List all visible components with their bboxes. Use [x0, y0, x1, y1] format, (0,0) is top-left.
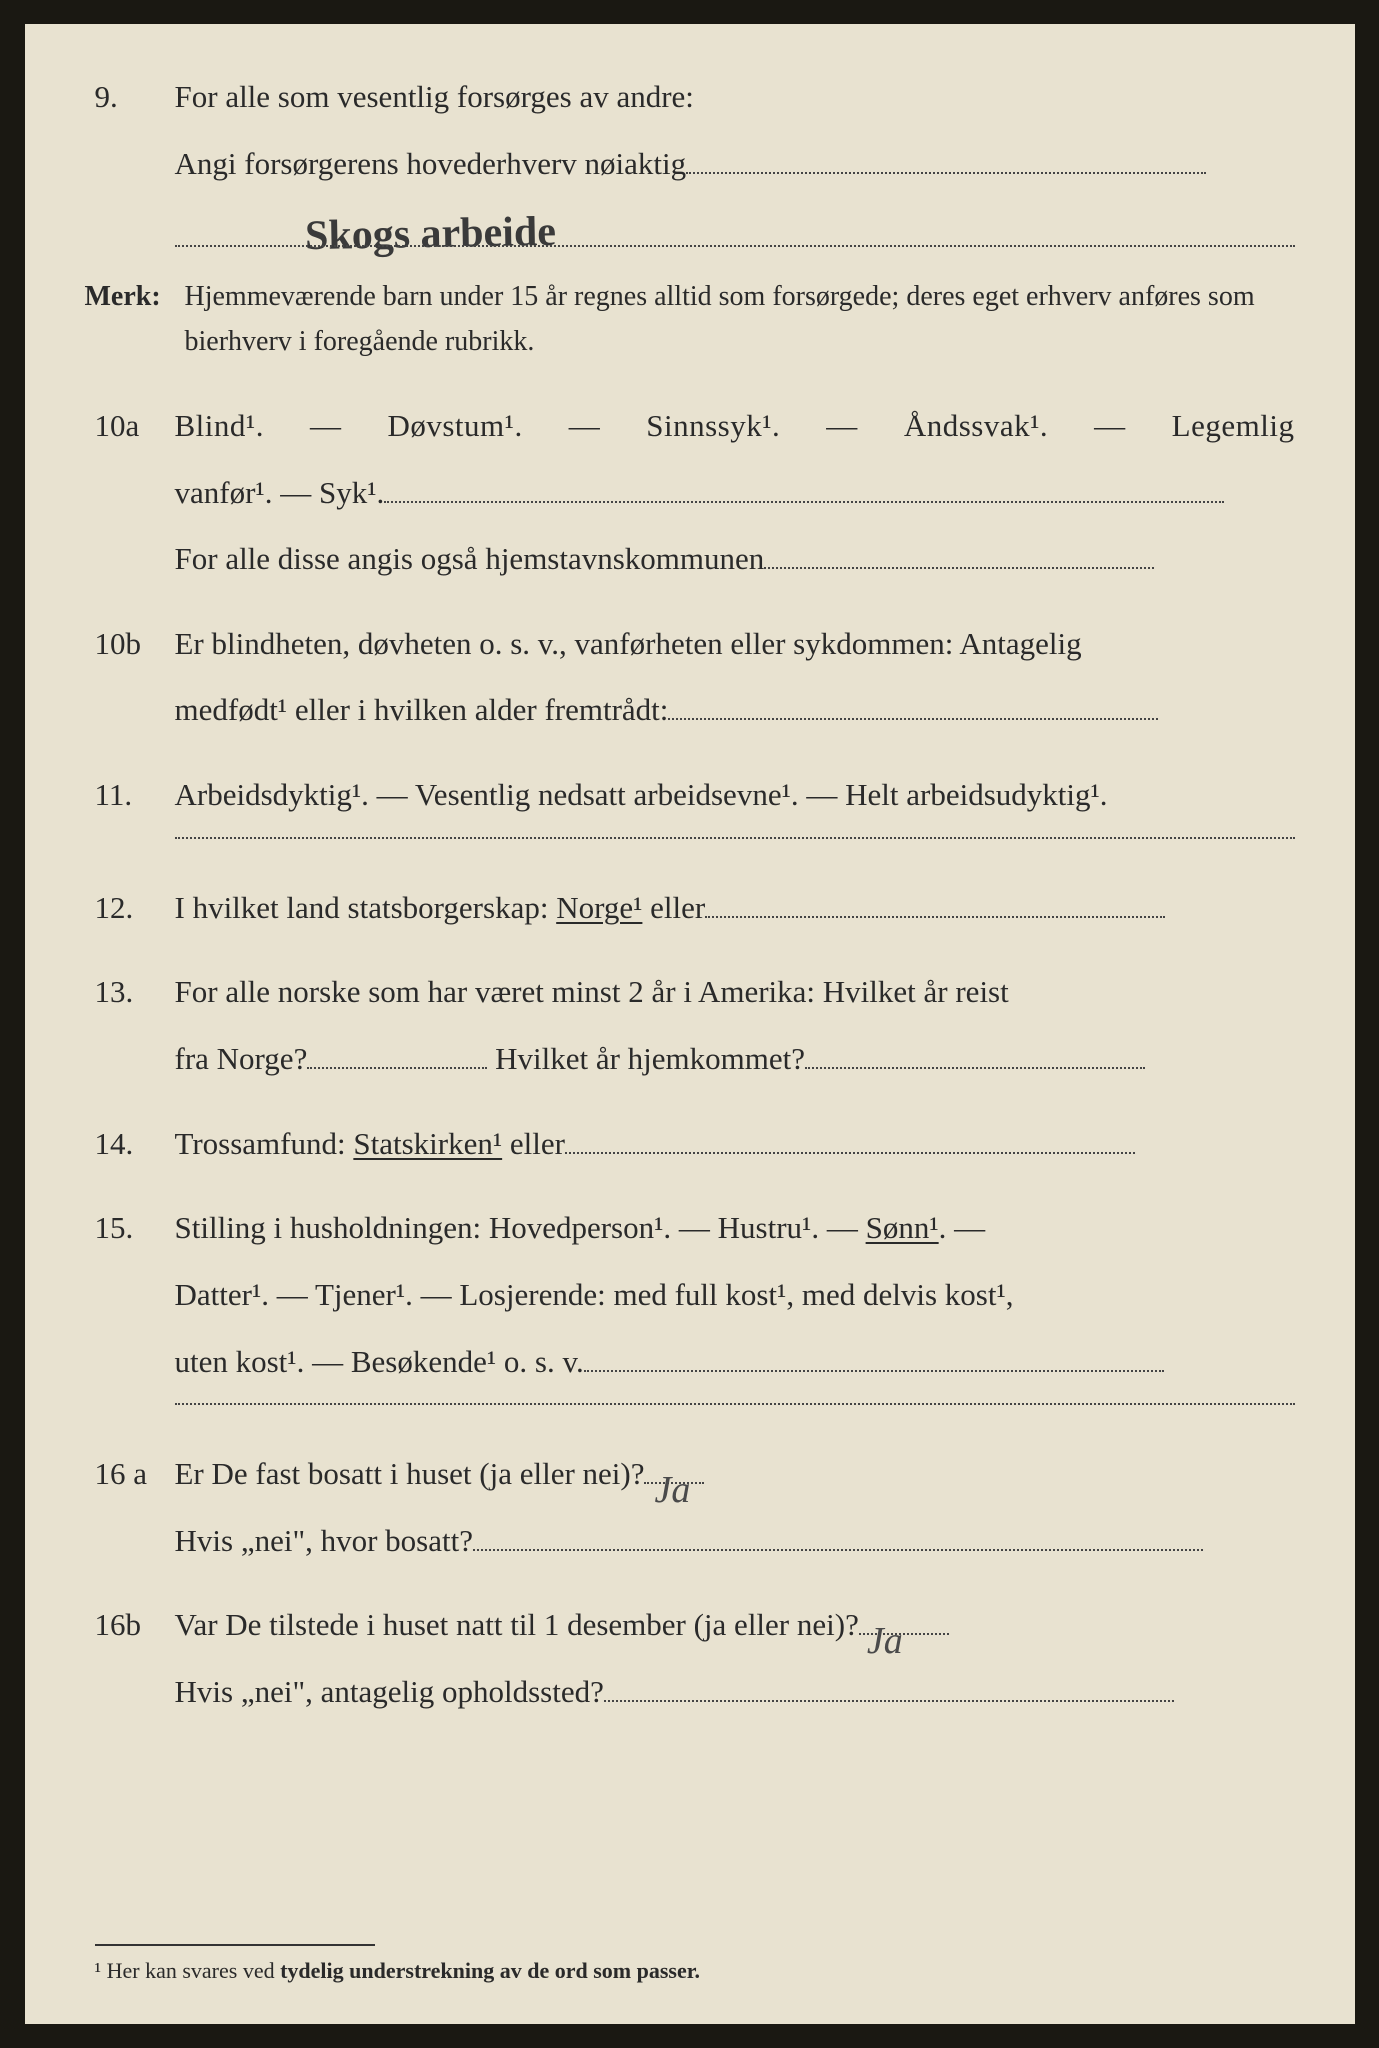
q9-line2: Angi forsørgerens hovederhverv nøiaktig	[175, 131, 1295, 198]
question-15: 15. Stilling i husholdningen: Hovedperso…	[85, 1195, 1295, 1423]
q9-line1: For alle som vesentlig forsørges av andr…	[175, 64, 1295, 131]
note-row: Merk: Hjemmeværende barn under 15 år reg…	[85, 275, 1295, 365]
q10b-number: 10b	[85, 611, 175, 744]
q10a-line3: For alle disse angis også hjemstavnskomm…	[175, 526, 1295, 593]
q16a-line1: Er De fast bosatt i huset (ja eller nei)…	[175, 1441, 1295, 1508]
q16b-line1: Var De tilstede i huset natt til 1 desem…	[175, 1592, 1295, 1659]
q11-number: 11.	[85, 762, 175, 857]
blank-line	[175, 1403, 1295, 1405]
q14-underlined: Statskirken¹	[353, 1126, 502, 1161]
q15-number: 15.	[85, 1195, 175, 1423]
blank-fill	[384, 501, 1224, 503]
q16b-line2: Hvis „nei", antagelig opholdssted?	[175, 1659, 1295, 1726]
blank-fill	[584, 1370, 1164, 1372]
blank-fill	[473, 1549, 1203, 1551]
q15-underlined: Sønn¹	[866, 1210, 939, 1245]
handwritten-ja: Ja	[867, 1601, 903, 1683]
q9-number: 9.	[85, 64, 175, 257]
question-16b: 16b Var De tilstede i huset natt til 1 d…	[85, 1592, 1295, 1725]
q16a-number: 16 a	[85, 1441, 175, 1574]
blank-fill	[565, 1152, 1135, 1154]
question-13: 13. For alle norske som har været minst …	[85, 959, 1295, 1092]
q10a-number: 10a	[85, 393, 175, 593]
blank-fill	[805, 1067, 1145, 1069]
form-page: 9. For alle som vesentlig forsørges av a…	[25, 24, 1355, 2024]
blank-fill: Ja	[644, 1482, 704, 1484]
blank-fill: Ja	[859, 1633, 949, 1635]
q10a-line1: Blind¹. — Døvstum¹. — Sinnssyk¹. — Åndss…	[175, 393, 1295, 460]
q10a-line2: vanfør¹. — Syk¹.	[175, 460, 1295, 527]
blank-fill	[668, 718, 1158, 720]
q15-line1: Stilling i husholdningen: Hovedperson¹. …	[175, 1195, 1295, 1262]
note-text: Hjemmeværende barn under 15 år regnes al…	[185, 275, 1295, 365]
blank-fill	[764, 567, 1154, 569]
question-12: 12. I hvilket land statsborgerskap: Norg…	[85, 875, 1295, 942]
q11-text: Arbeidsdyktig¹. — Vesentlig nedsatt arbe…	[175, 762, 1295, 829]
footnote-rule	[95, 1944, 375, 1946]
q12-number: 12.	[85, 875, 175, 942]
q13-line2: fra Norge? Hvilket år hjemkommet?	[175, 1026, 1295, 1093]
footnote-text: ¹ Her kan svares ved tydelig understrekn…	[95, 1958, 1285, 1984]
q15-line3: uten kost¹. — Besøkende¹ o. s. v.	[175, 1329, 1295, 1396]
q16a-line2: Hvis „nei", hvor bosatt?	[175, 1508, 1295, 1575]
q10b-line1: Er blindheten, døvheten o. s. v., vanfør…	[175, 611, 1295, 678]
question-14: 14. Trossamfund: Statskirken¹ eller	[85, 1111, 1295, 1178]
blank-fill	[705, 916, 1165, 918]
q15-line2: Datter¹. — Tjener¹. — Losjerende: med fu…	[175, 1262, 1295, 1329]
question-10a: 10a Blind¹. — Døvstum¹. — Sinnssyk¹. — Å…	[85, 393, 1295, 593]
q13-number: 13.	[85, 959, 175, 1092]
q16b-number: 16b	[85, 1592, 175, 1725]
blank-fill	[307, 1067, 487, 1069]
question-9: 9. For alle som vesentlig forsørges av a…	[85, 64, 1295, 257]
handwritten-ja: Ja	[654, 1450, 690, 1532]
footnote: ¹ Her kan svares ved tydelig understrekn…	[95, 1944, 1285, 1984]
blank-fill	[604, 1700, 1174, 1702]
q13-line1: For alle norske som har været minst 2 år…	[175, 959, 1295, 1026]
q12-underlined: Norge¹	[556, 890, 642, 925]
question-11: 11. Arbeidsdyktig¹. — Vesentlig nedsatt …	[85, 762, 1295, 857]
blank-line	[175, 837, 1295, 839]
q9-answer-line: Skogs arbeide	[175, 197, 1295, 257]
handwritten-occupation: Skogs arbeide	[304, 187, 556, 282]
question-10b: 10b Er blindheten, døvheten o. s. v., va…	[85, 611, 1295, 744]
blank-fill	[175, 245, 1295, 247]
question-16a: 16 a Er De fast bosatt i huset (ja eller…	[85, 1441, 1295, 1574]
blank-fill	[686, 172, 1206, 174]
q10b-line2: medfødt¹ eller i hvilken alder fremtrådt…	[175, 677, 1295, 744]
q14-number: 14.	[85, 1111, 175, 1178]
note-label: Merk:	[85, 275, 185, 365]
